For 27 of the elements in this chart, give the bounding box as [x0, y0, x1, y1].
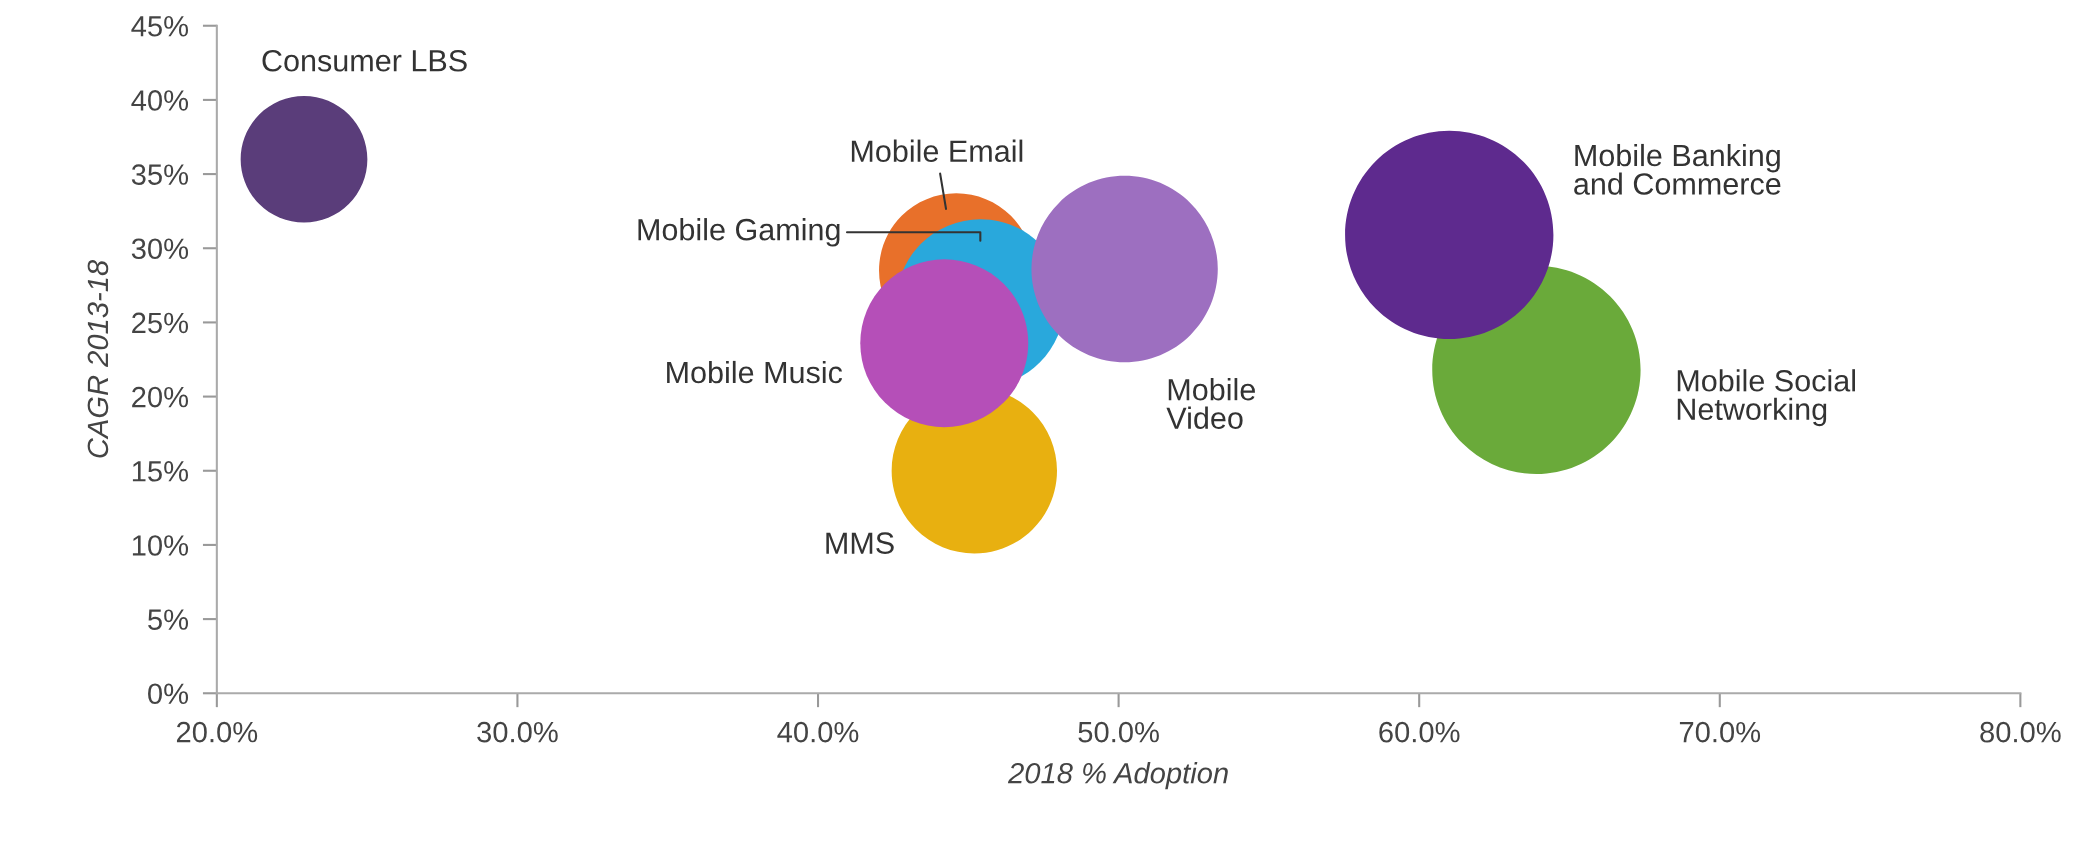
x-tick-label: 70.0%	[1679, 721, 1761, 743]
x-axis-title: 2018 % Adoption	[1007, 762, 1228, 790]
y-tick-label: 15%	[132, 461, 189, 482]
y-tick-label: 45%	[131, 16, 189, 37]
x-tick-label: 40.0%	[777, 721, 859, 743]
y-axis-title: CAGR 2013-18	[87, 259, 109, 458]
series-label: Mobile Email	[851, 139, 1023, 163]
y-tick-label: 0%	[148, 683, 189, 705]
series-label: Mobile Banking and Commerce	[1574, 143, 1781, 195]
y-tick-label: 35%	[131, 164, 189, 185]
x-tick-label: 50.0%	[1078, 721, 1159, 743]
y-tick-label: 20%	[132, 386, 189, 408]
series-label: Consumer LBS	[262, 49, 467, 72]
series-label: MMS	[826, 532, 894, 554]
text: Mobile Gaming	[638, 218, 840, 247]
series-label: Mobile Video	[1166, 378, 1255, 429]
series-label: Mobile Social Networking	[1677, 369, 1855, 427]
series-label: Mobile Music	[667, 360, 843, 384]
y-tick-label: 5%	[148, 609, 189, 630]
x-tick-label: 60.0%	[1379, 721, 1460, 743]
x-tick-label: 80.0%	[1980, 721, 2061, 743]
y-tick-label: 25%	[132, 312, 189, 334]
x-tick-label: 20.0%	[176, 721, 258, 743]
y-tick-label: 40%	[131, 90, 189, 111]
x-tick-label: 30.0%	[477, 721, 558, 743]
y-tick-label: 10%	[132, 535, 189, 556]
y-tick-label: 30%	[131, 238, 189, 260]
